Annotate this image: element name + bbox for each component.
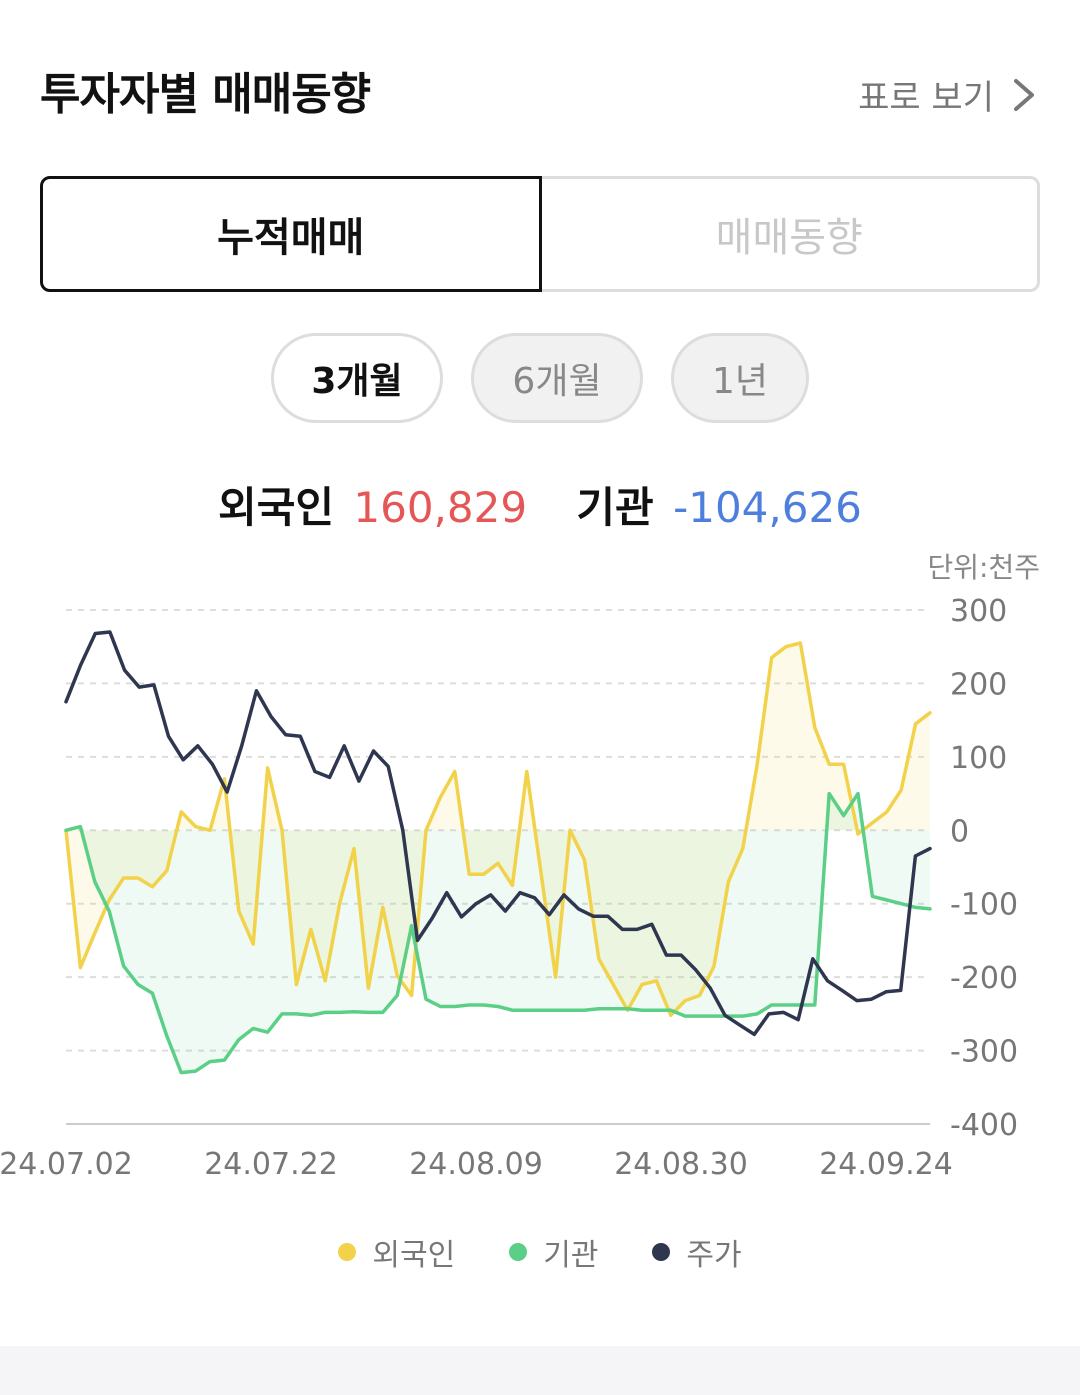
y-tick-label: -400 xyxy=(950,1108,1018,1143)
tab-trend[interactable]: 매매동향 xyxy=(541,176,1040,292)
foreign-value: 160,829 xyxy=(353,483,528,532)
chart-legend: 외국인 기관 주가 xyxy=(0,1230,1080,1274)
y-tick-label: -200 xyxy=(950,961,1018,996)
inst-label: 기관 xyxy=(576,483,654,532)
line-price xyxy=(64,630,932,1037)
x-tick-label: 24.07.22 xyxy=(204,1147,338,1182)
legend-label-inst: 기관 xyxy=(543,1238,599,1273)
table-view-link[interactable]: 표로 보기 xyxy=(858,70,1040,119)
investor-chart: 300 200 100 0 -100 -200 -300 -400 24.07.02 24.07.… xyxy=(0,594,1018,1182)
y-tick-label: 0 xyxy=(950,814,969,849)
view-toggle: 누적매매 매매동향 xyxy=(40,176,1040,292)
summary: 외국인 160,829 기관 -104,626 xyxy=(0,474,1080,535)
y-tick-label: -300 xyxy=(950,1035,1018,1070)
x-tick-label: 24.07.02 xyxy=(0,1147,133,1182)
legend-dot-inst xyxy=(509,1243,528,1261)
table-view-label: 표로 보기 xyxy=(858,78,994,118)
unit-label: 단위:천주 xyxy=(927,551,1040,584)
chevron-right-icon xyxy=(1008,75,1040,115)
line-inst xyxy=(64,791,932,1075)
y-tick-label: 300 xyxy=(950,594,1007,629)
x-tick-label: 24.08.09 xyxy=(409,1147,543,1182)
legend-item-foreign[interactable]: 외국인 xyxy=(338,1230,455,1274)
tab-cumulative[interactable]: 누적매매 xyxy=(40,176,542,292)
footer-bar xyxy=(0,1346,1080,1395)
legend-label-price: 주가 xyxy=(686,1238,742,1273)
y-tick-label: 200 xyxy=(950,667,1007,702)
inst-value: -104,626 xyxy=(673,483,862,532)
period-6m-button[interactable]: 6개월 xyxy=(471,333,643,423)
y-tick-label: 100 xyxy=(950,741,1007,776)
legend-label-foreign: 외국인 xyxy=(372,1238,456,1273)
legend-dot-foreign xyxy=(338,1243,357,1261)
y-tick-label: -100 xyxy=(950,888,1018,923)
area-inst xyxy=(66,793,930,1073)
legend-item-inst[interactable]: 기관 xyxy=(509,1230,598,1274)
legend-dot-price xyxy=(652,1243,671,1261)
page-title: 투자자별 매매동향 xyxy=(40,69,371,120)
x-tick-label: 24.09.24 xyxy=(819,1147,953,1182)
period-3m-button[interactable]: 3개월 xyxy=(271,333,443,423)
foreign-label: 외국인 xyxy=(218,483,335,532)
line-foreign xyxy=(64,641,932,1018)
period-selector: 3개월 6개월 1년 xyxy=(0,333,1080,423)
period-1y-button[interactable]: 1년 xyxy=(671,333,809,423)
x-tick-label: 24.08.30 xyxy=(614,1147,748,1182)
legend-item-price[interactable]: 주가 xyxy=(652,1230,742,1274)
area-foreign xyxy=(66,643,930,1016)
